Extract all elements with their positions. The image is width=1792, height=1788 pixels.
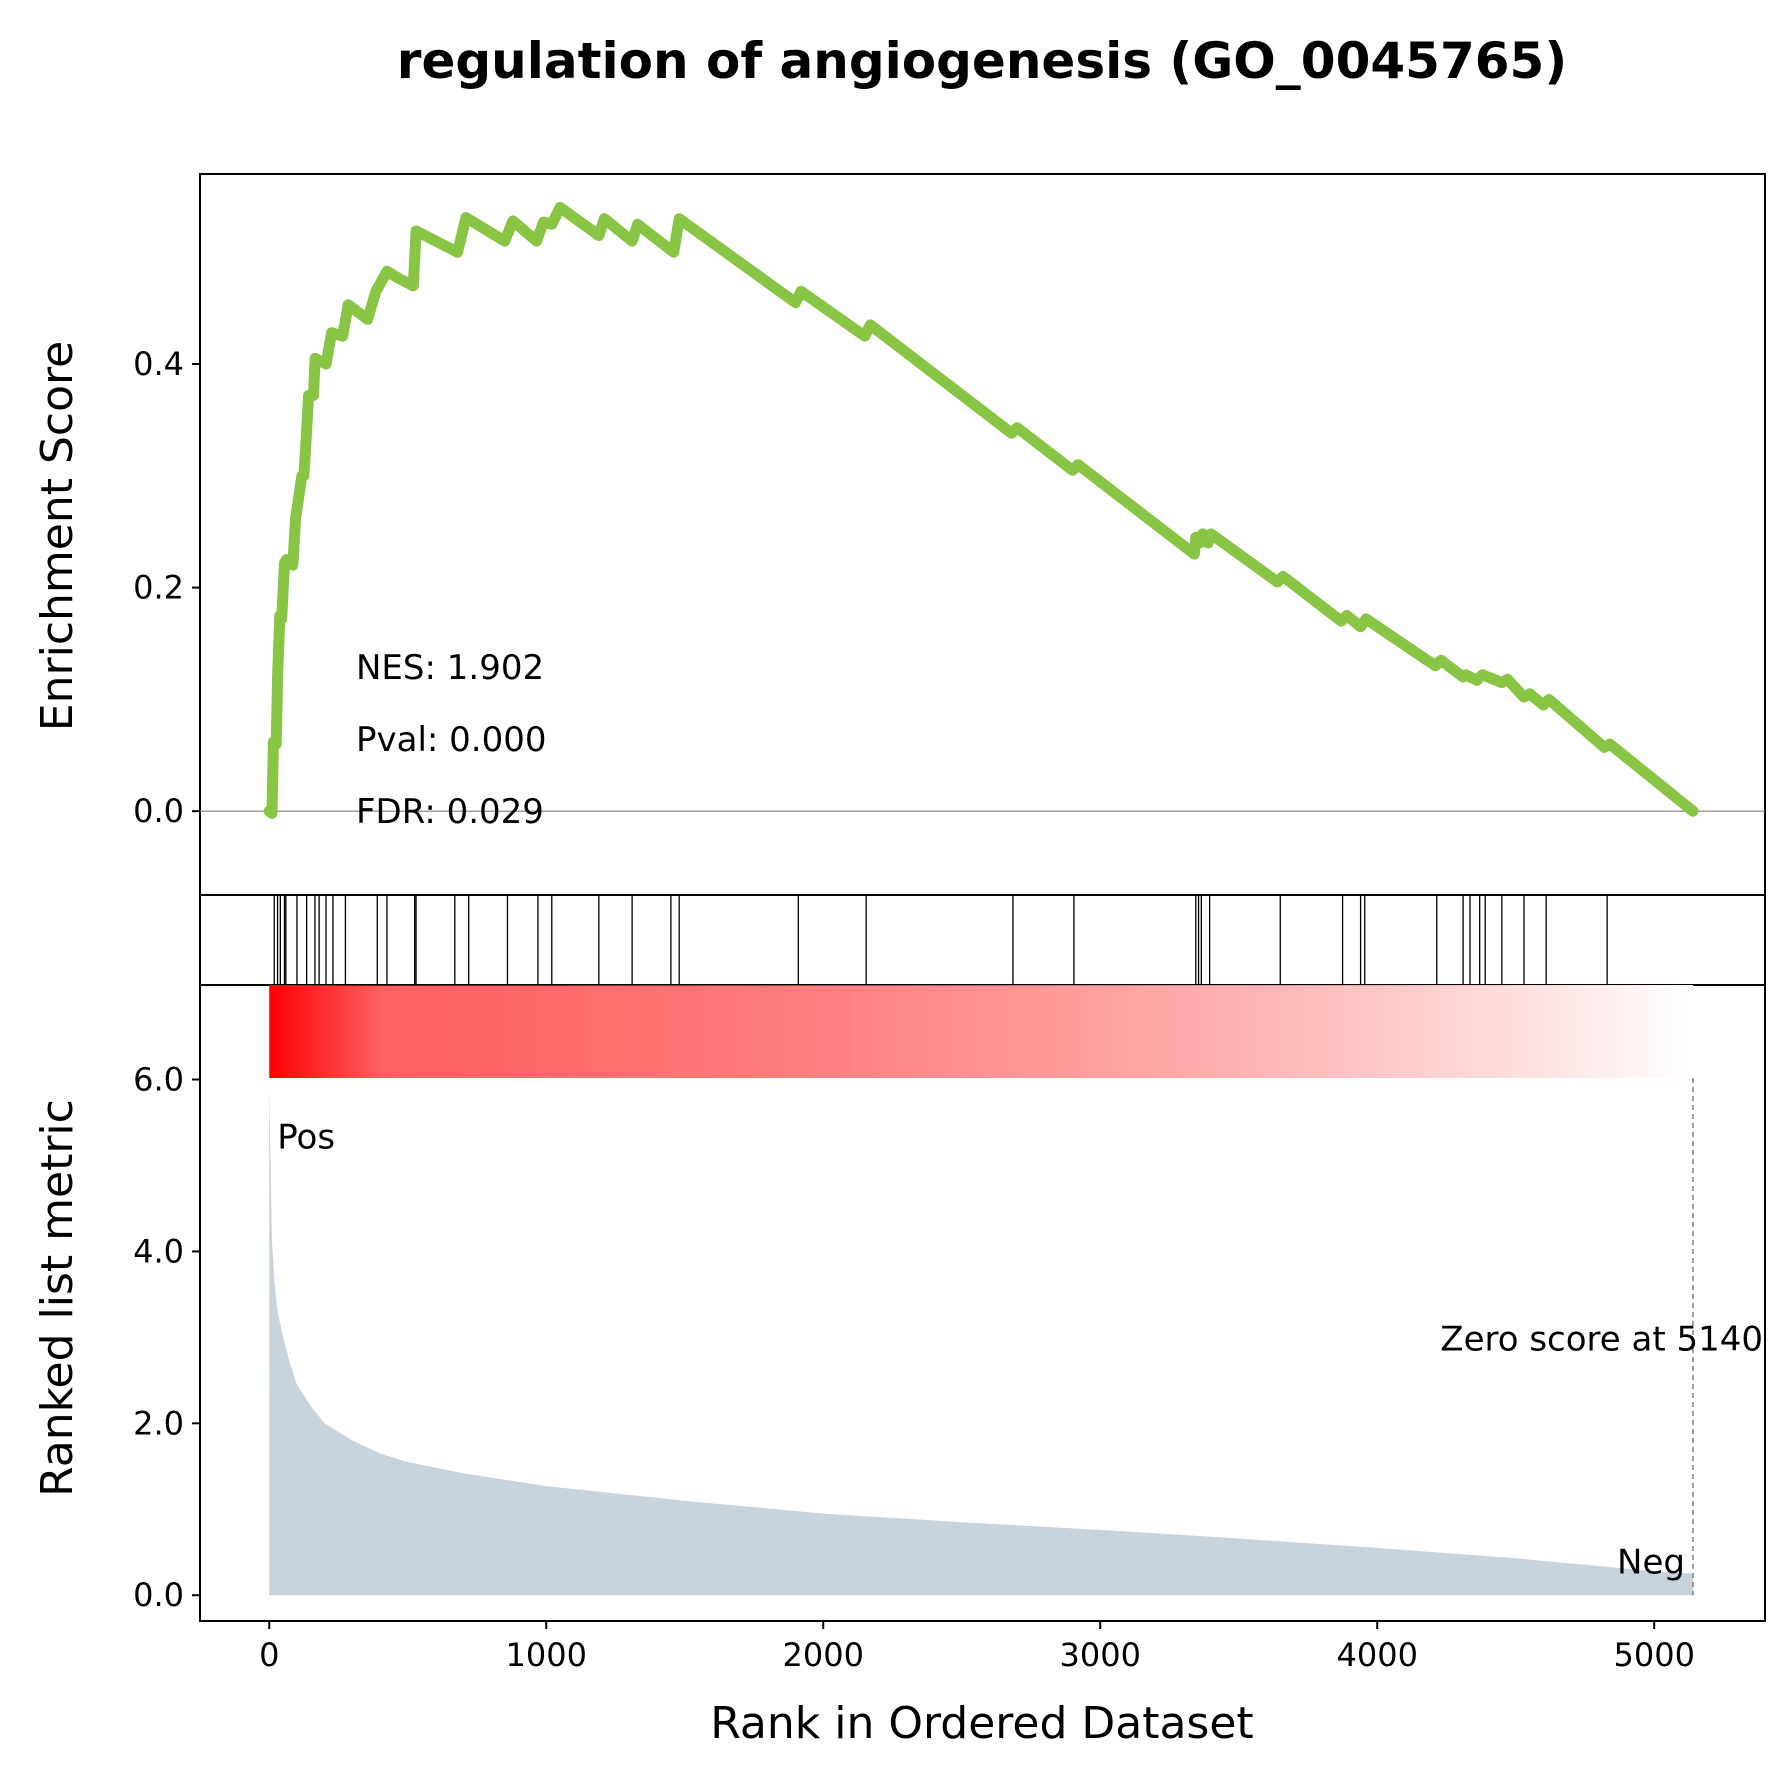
- fdr-stat: FDR: 0.029: [356, 792, 544, 832]
- x-tick-label: 2000: [783, 1636, 864, 1674]
- x-tick-label: 1000: [506, 1636, 587, 1674]
- nes-stat: NES: 1.902: [356, 648, 544, 688]
- metric-y-axis-label: Ranked list metric: [32, 1099, 83, 1497]
- rank-heatmap-bar: [269, 985, 1693, 1078]
- x-tick-label: 0: [259, 1636, 279, 1674]
- x-tick-label: 4000: [1336, 1636, 1417, 1674]
- es-y-tick-label: 0.0: [133, 792, 184, 830]
- es-series-line: [263, 202, 1699, 819]
- metric-area: [269, 1083, 1694, 1596]
- metric-y-tick-label: 6.0: [133, 1061, 184, 1099]
- x-axis-label: Rank in Ordered Dataset: [710, 1698, 1253, 1749]
- es-y-axis-label: Enrichment Score: [32, 341, 83, 731]
- zero-score-label: Zero score at 5140: [1440, 1319, 1763, 1359]
- hits-panel-frame: [199, 894, 1766, 986]
- metric-panel: Pos Neg Zero score at 5140 0.02.04.06.0 …: [32, 984, 1766, 1622]
- es-panel: 0.0 0.2 0.4 Enrichment Score NES: 1.902 Pv…: [32, 173, 1766, 896]
- es-y-axis: 0.0 0.2 0.4: [133, 345, 200, 830]
- x-tick-label: 3000: [1060, 1636, 1141, 1674]
- metric-y-tick-label: 4.0: [133, 1232, 184, 1270]
- metric-y-tick-label: 0.0: [133, 1576, 184, 1614]
- metric-y-axis: 0.0 2.0 4.0 6.0: [133, 1061, 200, 1614]
- pval-stat: Pval: 0.000: [356, 720, 547, 760]
- hits-panel: [199, 894, 1766, 986]
- neg-label: Neg: [1617, 1543, 1685, 1583]
- es-y-tick-label: 0.2: [133, 569, 184, 607]
- pos-label: Pos: [277, 1117, 335, 1157]
- hit-lines: [273, 895, 1608, 985]
- metric-y-tick-label: 2.0: [133, 1404, 184, 1442]
- x-axis: 0 1000 2000 3000 4000 5000: [259, 1621, 1695, 1674]
- x-tick-label: 5000: [1613, 1636, 1694, 1674]
- es-panel-frame: [199, 173, 1766, 896]
- es-y-tick-label: 0.4: [133, 345, 184, 383]
- chart-title: regulation of angiogenesis (GO_0045765): [397, 32, 1567, 90]
